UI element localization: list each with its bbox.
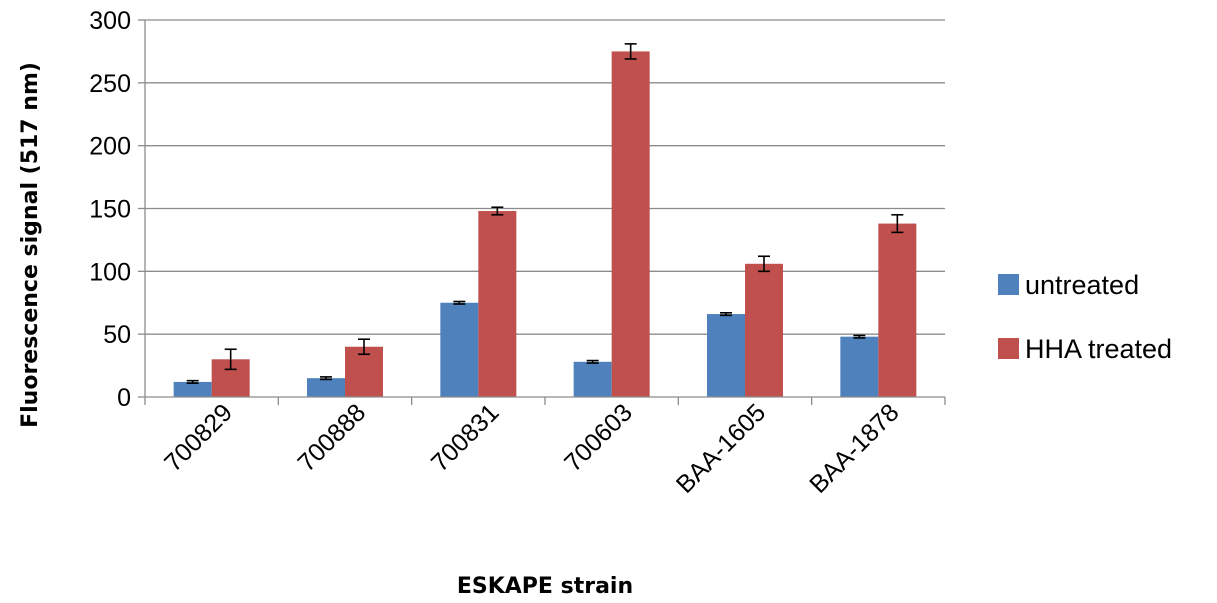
legend-swatch — [998, 338, 1019, 359]
x-tick-label: BAA-1605 — [671, 398, 771, 498]
bar-untreated-BAA-1878 — [840, 336, 879, 397]
error-bar — [720, 312, 732, 317]
bar-hha-treated-700888 — [345, 346, 383, 397]
error-bar — [586, 359, 599, 364]
x-axis-title: ESKAPE strain — [457, 574, 633, 599]
legend-item: untreated — [998, 270, 1139, 300]
error-bar — [320, 376, 332, 381]
x-axis-ticks: 700829 700888 700831 700603 BAA-1605 BAA-1878 — [159, 398, 904, 498]
bars — [173, 51, 917, 398]
y-tick-label: 300 — [89, 7, 131, 35]
legend-swatch — [998, 274, 1019, 295]
legend: untreated HHA treated — [998, 270, 1172, 364]
y-tick-label: 150 — [89, 196, 131, 224]
bar-hha-treated-700831 — [478, 211, 517, 397]
legend-label: untreated — [1025, 270, 1139, 300]
y-tick-label: 100 — [89, 258, 131, 286]
y-tick-label: 250 — [89, 70, 131, 98]
bar-untreated-700888 — [307, 378, 345, 397]
bar-untreated-700603 — [573, 361, 612, 397]
x-tick-label: 700888 — [292, 398, 371, 477]
error-bar — [491, 206, 504, 216]
x-tick-label: 700829 — [159, 398, 238, 477]
bar-untreated-700829 — [173, 381, 212, 397]
legend-label: HHA treated — [1025, 334, 1172, 364]
x-tick-label: 700831 — [426, 398, 505, 477]
y-tick-label: 200 — [89, 133, 131, 161]
bar-hha-treated-700603 — [611, 51, 650, 398]
error-bar — [758, 255, 770, 273]
y-axis-title: Fluorescence signal (517 nm) — [18, 62, 43, 428]
y-tick-label: 0 — [117, 384, 131, 412]
error-bar — [186, 379, 199, 384]
bar-untreated-BAA-1605 — [707, 314, 745, 397]
x-tick-label: 700603 — [559, 398, 638, 477]
y-tick-label: 50 — [103, 321, 131, 349]
x-axis — [144, 396, 946, 405]
bar-untreated-700831 — [440, 302, 479, 397]
error-bar — [358, 338, 370, 356]
error-bar — [891, 213, 904, 234]
bar-hha-treated-BAA-1878 — [878, 223, 917, 397]
error-bar — [624, 43, 637, 60]
error-bars — [186, 43, 904, 384]
bar-hha-treated-BAA-1605 — [745, 263, 783, 397]
y-axis-ticks: 0 50 100 150 200 250 300 — [89, 7, 146, 412]
legend-item: HHA treated — [998, 334, 1172, 364]
error-bar — [224, 348, 237, 371]
error-bar — [853, 334, 866, 339]
x-tick-label: BAA-1878 — [804, 398, 904, 498]
gridlines — [145, 19, 945, 335]
error-bar — [453, 300, 466, 305]
